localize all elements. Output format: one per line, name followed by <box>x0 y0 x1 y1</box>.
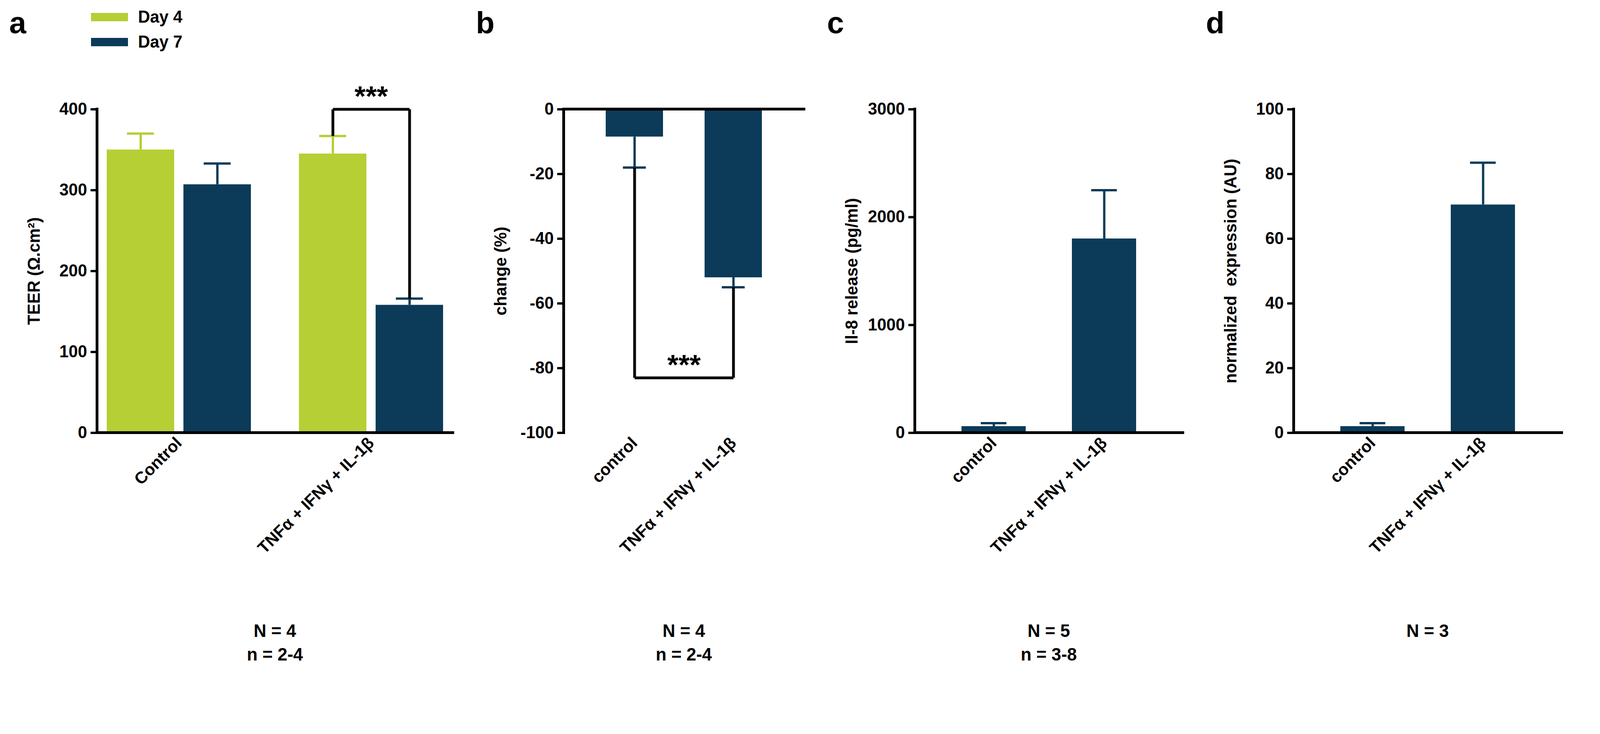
svg-text:***: *** <box>354 79 389 112</box>
html-text:a: a <box>9 5 27 40</box>
html-text:n = 2-4: n = 2-4 <box>246 644 303 665</box>
html-text:c: c <box>827 5 844 40</box>
svg-text:60: 60 <box>1265 228 1284 248</box>
svg-text:-60: -60 <box>529 293 554 313</box>
svg-text:control: control <box>947 432 1001 487</box>
svg-text:TNFα + IFNγ + IL-1β: TNFα + IFNγ + IL-1β <box>986 432 1111 557</box>
html-text:b: b <box>475 5 495 40</box>
svg-text:-80: -80 <box>529 358 554 378</box>
svg-text:control: control <box>587 432 641 487</box>
svg-text:Il-8 release (pg/ml): Il-8 release (pg/ml) <box>842 197 862 344</box>
svg-text:TNFα + IFNγ + IL-1β: TNFα + IFNγ + IL-1β <box>1365 432 1490 557</box>
svg-text:400: 400 <box>59 99 87 119</box>
html-text:d: d <box>1205 5 1225 40</box>
svg-text:2000: 2000 <box>867 206 905 226</box>
html-text:Day 7: Day 7 <box>138 32 183 52</box>
html-text:n = 2-4: n = 2-4 <box>655 644 712 665</box>
svg-text:3000: 3000 <box>867 99 905 119</box>
svg-text:100: 100 <box>1255 99 1284 119</box>
html-text:N = 3: N = 3 <box>1406 620 1449 641</box>
svg-text:20: 20 <box>1265 358 1284 378</box>
svg-text:0: 0 <box>544 99 554 119</box>
html-text:N = 5: N = 5 <box>1027 620 1071 641</box>
svg-text:100: 100 <box>59 341 87 361</box>
svg-text:***: *** <box>667 348 701 381</box>
svg-text:0: 0 <box>77 422 87 442</box>
svg-text:Control: Control <box>130 432 186 488</box>
html-text:Day 4: Day 4 <box>138 7 183 27</box>
svg-text:0: 0 <box>1274 422 1284 442</box>
svg-text:control: control <box>1326 432 1380 487</box>
svg-text:200: 200 <box>59 261 87 280</box>
svg-text:300: 300 <box>59 180 87 200</box>
svg-text:-100: -100 <box>520 422 554 442</box>
svg-text:TNFα + IFNγ + IL-1β: TNFα + IFNγ + IL-1β <box>615 432 740 557</box>
svg-text:-40: -40 <box>529 228 554 248</box>
html-text:N = 4: N = 4 <box>253 620 297 641</box>
svg-text:normalized expression (AU): normalized expression (AU) <box>1221 158 1241 384</box>
html-text:N = 4: N = 4 <box>662 620 706 641</box>
svg-text:40: 40 <box>1265 293 1284 313</box>
svg-text:80: 80 <box>1265 164 1284 183</box>
svg-text:1000: 1000 <box>867 315 905 335</box>
html-text:n = 3-8: n = 3-8 <box>1020 644 1077 665</box>
svg-text:change (%): change (%) <box>491 226 511 316</box>
svg-text:-20: -20 <box>529 164 554 183</box>
svg-text:TEER (Ω.cm²): TEER (Ω.cm²) <box>24 217 44 325</box>
svg-text:TNFα + IFNγ + IL-1β: TNFα + IFNγ + IL-1β <box>253 432 378 557</box>
svg-text:0: 0 <box>895 422 905 442</box>
